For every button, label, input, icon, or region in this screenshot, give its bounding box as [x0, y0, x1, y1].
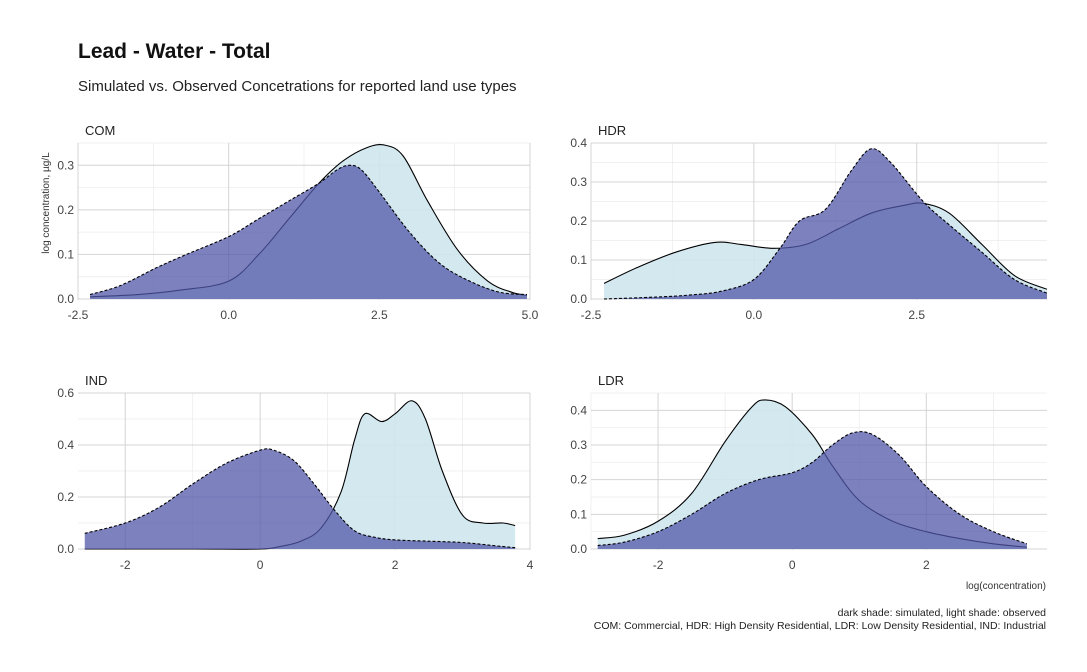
y-tick-label-hdr: 0.4	[570, 136, 587, 150]
line-simulated-ldr	[597, 431, 1028, 547]
y-tick-label-ind: 0.4	[57, 438, 74, 452]
y-tick-label-ldr: 0.2	[570, 473, 587, 487]
panel-ldr: -2 0 2 0.0 0.1 0.2 0.3 0.4 LDR	[570, 373, 1047, 572]
area-observed-ind	[84, 400, 516, 550]
y-tick-label-ind: 0.0	[57, 542, 74, 556]
y-tick-label-ind: 0.2	[57, 490, 74, 504]
chart-subtitle: Simulated vs. Observed Concetrations for…	[78, 78, 517, 95]
strip-label-ldr: LDR	[598, 373, 624, 388]
x-tick-label-com: -2.5	[68, 308, 89, 322]
x-tick-label-ind: 0	[257, 558, 264, 572]
x-tick-label-ind: -2	[120, 558, 131, 572]
line-simulated-com	[89, 164, 528, 296]
y-tick-label-com: 0.2	[57, 203, 74, 217]
area-simulated-ind	[84, 448, 516, 549]
y-tick-label-ldr: 0.0	[570, 542, 587, 556]
x-axis-label: log(concentration)	[966, 581, 1046, 592]
y-tick-label-hdr: 0.3	[570, 175, 587, 189]
x-tick-label-hdr: 0.0	[746, 308, 763, 322]
caption-abbreviations: COM: Commercial, HDR: High Density Resid…	[594, 620, 1046, 632]
x-tick-label-com: 5.0	[522, 308, 539, 322]
x-tick-label-ldr: -2	[653, 558, 664, 572]
x-tick-label-ind: 2	[392, 558, 399, 572]
x-tick-label-com: 0.0	[220, 308, 237, 322]
x-tick-label-com: 2.5	[371, 308, 388, 322]
line-simulated-hdr	[604, 148, 1048, 300]
facet-panels: -2.5 0.0 2.5 5.0 0.0 0.1 0.2 0.3 COM -2.5 0.0 2.5 0.…	[57, 123, 1048, 572]
x-tick-label-hdr: -2.5	[581, 308, 602, 322]
x-tick-label-hdr: 2.5	[908, 308, 925, 322]
area-simulated-ldr	[597, 431, 1027, 549]
y-tick-label-hdr: 0.2	[570, 214, 587, 228]
strip-label-com: COM	[85, 123, 115, 138]
area-simulated-hdr	[604, 148, 1047, 299]
panel-hdr: -2.5 0.0 2.5 0.0 0.1 0.2 0.3 0.4 HDR	[570, 123, 1048, 322]
y-axis-label: log concentration, µg/L	[41, 152, 52, 254]
y-tick-label-com: 0.3	[57, 158, 74, 172]
line-simulated-ind	[84, 448, 516, 549]
y-tick-label-com: 0.1	[57, 247, 74, 261]
y-tick-label-ldr: 0.1	[570, 507, 587, 521]
x-tick-label-ldr: 0	[789, 558, 796, 572]
area-simulated-com	[90, 165, 527, 299]
x-tick-label-ind: 4	[527, 558, 534, 572]
strip-label-hdr: HDR	[598, 123, 626, 138]
y-tick-label-ind: 0.6	[57, 386, 74, 400]
panel-ind: -2 0 2 4 0.0 0.2 0.4 0.6 IND	[57, 373, 533, 572]
panel-com: -2.5 0.0 2.5 5.0 0.0 0.1 0.2 0.3 COM	[57, 123, 538, 322]
y-tick-label-com: 0.0	[57, 292, 74, 306]
caption-shading: dark shade: simulated, light shade: obse…	[838, 607, 1047, 619]
chart-title: Lead - Water - Total	[78, 40, 271, 63]
y-tick-label-ldr: 0.3	[570, 438, 587, 452]
y-tick-label-hdr: 0.0	[570, 292, 587, 306]
y-tick-label-ldr: 0.4	[570, 403, 587, 417]
x-tick-label-ldr: 2	[923, 558, 930, 572]
strip-label-ind: IND	[85, 373, 107, 388]
y-tick-label-hdr: 0.1	[570, 253, 587, 267]
